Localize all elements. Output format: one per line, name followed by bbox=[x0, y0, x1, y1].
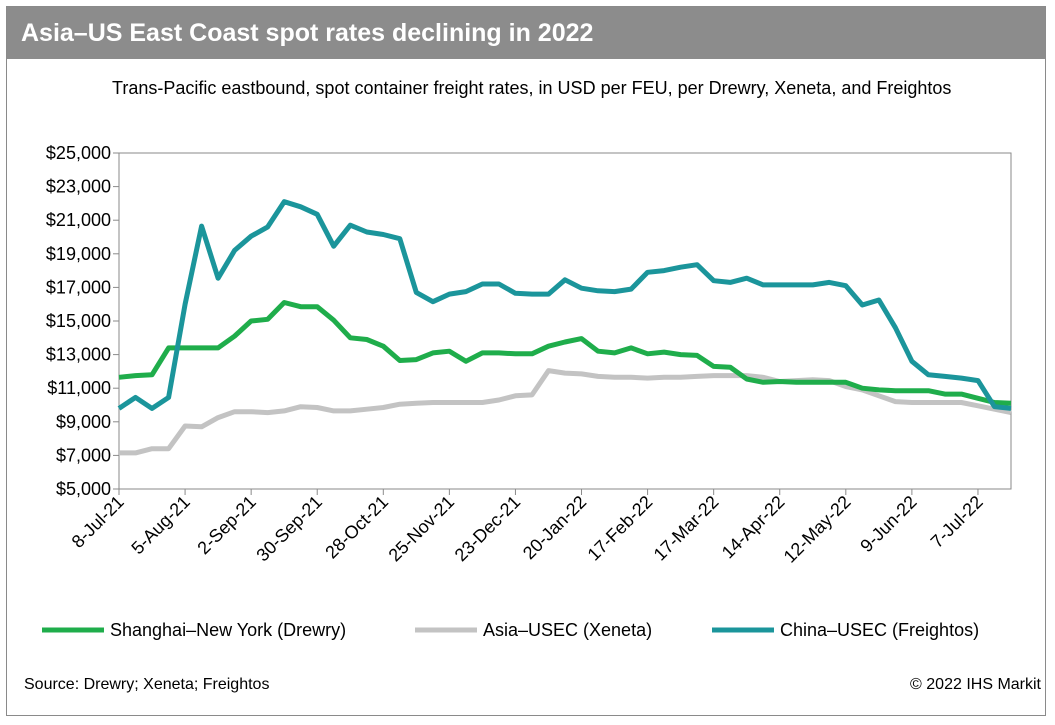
y-tick-label: $21,000 bbox=[46, 210, 111, 230]
x-tick-label: 30-Sep-21 bbox=[252, 492, 326, 566]
series-layer bbox=[117, 199, 1012, 456]
chart-subtitle: Trans-Pacific eastbound, spot container … bbox=[112, 78, 952, 98]
chart-title: Asia–US East Coast spot rates declining … bbox=[21, 19, 594, 47]
series-line-shanghai-new-york bbox=[118, 300, 1012, 406]
y-tick-label: $11,000 bbox=[47, 378, 111, 398]
y-tick-label: $17,000 bbox=[46, 277, 111, 297]
legend-item-shanghai-new-york: Shanghai–New York (Drewry) bbox=[42, 620, 346, 640]
x-tick-label: 25-Nov-21 bbox=[385, 492, 459, 566]
x-tick-label: 7-Jul-22 bbox=[927, 492, 987, 552]
legend-label: Asia–USEC (Xeneta) bbox=[483, 620, 652, 640]
y-tick-label: $5,000 bbox=[56, 479, 111, 499]
y-tick-label: $9,000 bbox=[56, 412, 111, 432]
y-tick-label: $19,000 bbox=[46, 244, 111, 264]
x-tick-label: 2-Sep-21 bbox=[193, 492, 260, 559]
series-line-asia-usec bbox=[119, 368, 1012, 456]
series-line-china-usec bbox=[117, 199, 1012, 411]
x-tick-label: 8-Jul-21 bbox=[68, 492, 128, 552]
x-tick-label: 17-Feb-22 bbox=[584, 492, 657, 565]
x-tick-label: 5-Aug-21 bbox=[127, 492, 194, 559]
legend-item-china-usec: China–USEC (Freightos) bbox=[712, 620, 979, 640]
legend-item-asia-usec: Asia–USEC (Xeneta) bbox=[415, 620, 652, 640]
x-tick-label: 23-Dec-21 bbox=[451, 492, 525, 566]
x-tick-label: 28-Oct-21 bbox=[321, 492, 392, 563]
x-tick-label: 12-May-22 bbox=[780, 492, 855, 567]
x-tick-label: 9-Jun-22 bbox=[856, 492, 920, 556]
copyright-note: © 2022 IHS Markit bbox=[910, 676, 1041, 693]
chart-title-bar: Asia–US East Coast spot rates declining … bbox=[7, 7, 1045, 59]
x-tick-label: 20-Jan-22 bbox=[519, 492, 590, 563]
legend-label: China–USEC (Freightos) bbox=[780, 620, 979, 640]
y-tick-label: $23,000 bbox=[46, 177, 111, 197]
chart-frame: Asia–US East Coast spot rates declining … bbox=[6, 6, 1046, 716]
source-note: Source: Drewry; Xeneta; Freightos bbox=[24, 676, 270, 693]
legend: Shanghai–New York (Drewry) Asia–USEC (Xen… bbox=[42, 620, 979, 640]
legend-label: Shanghai–New York (Drewry) bbox=[110, 620, 346, 640]
y-tick-label: $25,000 bbox=[46, 143, 111, 163]
y-tick-label: $13,000 bbox=[46, 345, 111, 365]
x-tick-label: 17-Mar-22 bbox=[650, 492, 723, 565]
y-tick-label: $7,000 bbox=[56, 445, 111, 465]
y-tick-label: $15,000 bbox=[46, 311, 111, 331]
x-tick-label: 14-Apr-22 bbox=[718, 492, 789, 563]
